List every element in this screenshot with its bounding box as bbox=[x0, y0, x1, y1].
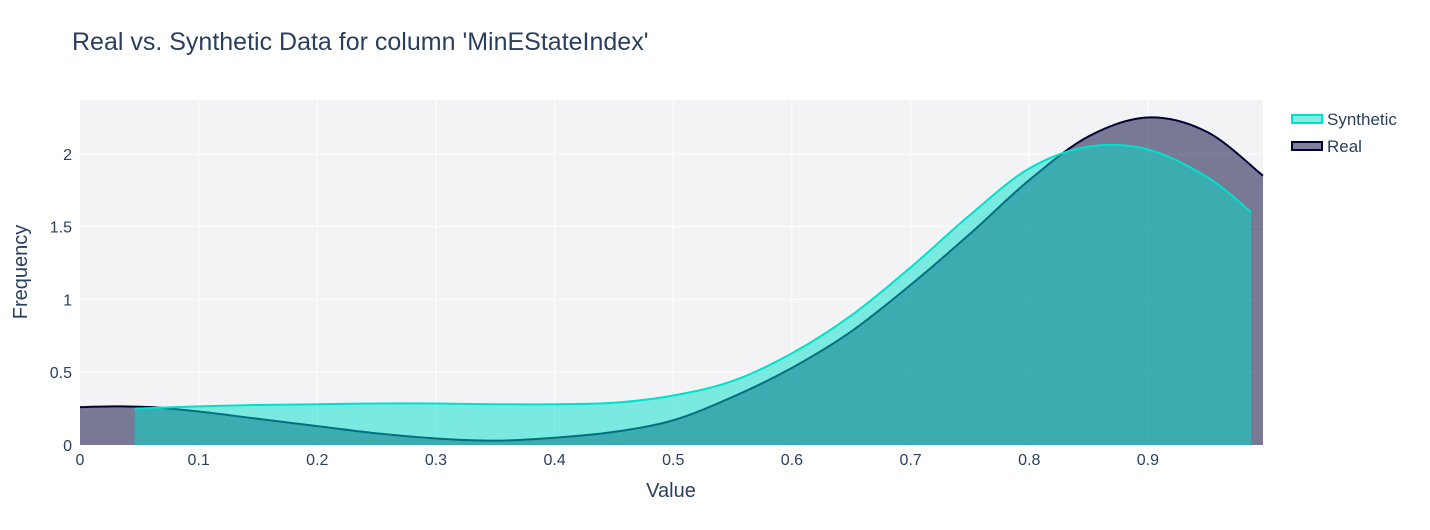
x-tick-label: 0.1 bbox=[188, 452, 210, 469]
y-tick-label: 0.5 bbox=[50, 365, 72, 382]
legend-label-synthetic: Synthetic bbox=[1327, 110, 1397, 129]
x-tick-label: 0.6 bbox=[781, 452, 803, 469]
legend-swatch-real bbox=[1291, 141, 1323, 151]
y-axis-title: Frequency bbox=[10, 225, 32, 320]
y-tick-label: 2 bbox=[63, 147, 72, 164]
x-tick-label: 0.7 bbox=[899, 452, 921, 469]
legend[interactable]: Synthetic Real bbox=[1291, 110, 1397, 156]
legend-label-real: Real bbox=[1327, 137, 1362, 156]
legend-swatch-synthetic bbox=[1291, 114, 1323, 124]
x-axis-title: Value bbox=[646, 480, 696, 502]
series-line-synthetic bbox=[134, 143, 1252, 410]
x-tick-label: 0.3 bbox=[425, 452, 447, 469]
x-tick-label: 0.9 bbox=[1137, 452, 1159, 469]
series-layer bbox=[79, 116, 1264, 445]
y-tick-label: 1 bbox=[63, 292, 72, 309]
axis-layer: 0 0.1 0.2 0.3 0.4 0.5 0.6 0.7 0.8 0.9 0 0.5 1 1.5 2 bbox=[50, 147, 1159, 469]
y-tick-label: 0 bbox=[63, 438, 72, 455]
legend-item-synthetic[interactable]: Synthetic bbox=[1291, 110, 1397, 129]
y-tick-label: 1.5 bbox=[50, 220, 72, 237]
legend-item-real[interactable]: Real bbox=[1291, 137, 1362, 156]
x-tick-label: 0.5 bbox=[662, 452, 684, 469]
x-tick-label: 0.4 bbox=[543, 452, 565, 469]
chart-title: Real vs. Synthetic Data for column 'MinE… bbox=[72, 28, 648, 56]
x-tick-label: 0.2 bbox=[306, 452, 328, 469]
x-tick-label: 0 bbox=[76, 452, 85, 469]
series-area-synthetic bbox=[134, 144, 1252, 445]
x-tick-label: 0.8 bbox=[1018, 452, 1040, 469]
